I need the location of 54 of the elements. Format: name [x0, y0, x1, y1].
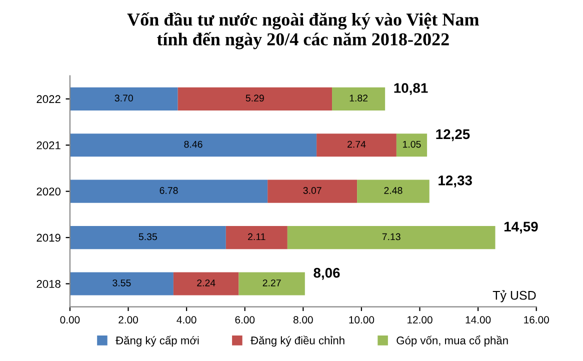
total-label: 12,25	[436, 129, 470, 142]
bar	[70, 272, 174, 296]
legend-label: Góp vốn, mua cổ phần	[396, 335, 508, 347]
x-tick-label: 14.00	[466, 316, 491, 324]
y-tick-label: 2020	[36, 188, 60, 196]
y-tick-label: 2018	[36, 280, 60, 288]
chart-title: Vốn đầu tư nước ngoài đăng ký vào Việt Nam tính đến ngày 20/4 các năm 2018-2022	[127, 12, 479, 50]
bar	[70, 226, 226, 250]
legend-label: Đăng ký điều chỉnh	[250, 336, 344, 347]
text: 2.27	[262, 279, 281, 286]
bar	[357, 180, 430, 203]
total-label: 12,33	[438, 176, 472, 188]
text: 5.29	[246, 94, 264, 102]
bar	[268, 180, 358, 203]
bar	[70, 180, 268, 203]
x-tick-label: 0.00	[60, 316, 80, 324]
total-label: 10,81	[394, 83, 428, 95]
x-tick-label: 6.00	[235, 316, 255, 324]
bar	[226, 226, 288, 250]
bar	[178, 87, 332, 110]
text: 7.13	[382, 233, 400, 240]
bar	[173, 272, 239, 296]
x-tick-label: 16.00	[524, 316, 549, 324]
text: 1.82	[350, 94, 368, 102]
text: 3.55	[112, 279, 131, 286]
text: 2.11	[248, 233, 266, 240]
text: 5.35	[138, 233, 157, 240]
y-tick-label: 2022	[36, 95, 60, 104]
y-tick-label: 2021	[36, 141, 60, 150]
total-label: 14,59	[504, 222, 538, 234]
text: 2.24	[197, 279, 216, 286]
x-tick-label: 4.00	[176, 316, 196, 324]
x-tick-label: 12.00	[408, 316, 432, 324]
annotation: Tỷ USD	[492, 290, 536, 302]
y-tick-label: 2019	[36, 234, 60, 242]
x-tick-label: 10.00	[349, 316, 374, 324]
text: 2.74	[348, 140, 366, 148]
x-tick-label: 2.00	[118, 316, 138, 324]
bar	[238, 272, 305, 296]
bar	[70, 134, 317, 157]
text: 3.07	[303, 187, 322, 194]
x-tick-label: 8.00	[293, 316, 313, 324]
text: 3.70	[114, 94, 133, 102]
legend-label: Đăng ký cấp mới	[116, 336, 199, 347]
bar	[332, 87, 386, 110]
text: 1.05	[403, 140, 421, 148]
text: 8.46	[184, 140, 202, 148]
bar	[70, 87, 178, 110]
bar	[396, 134, 428, 157]
bar	[316, 134, 396, 157]
total-label: 8,06	[314, 268, 340, 280]
bar	[287, 226, 496, 250]
text: 6.78	[160, 187, 178, 194]
text: 2.48	[384, 187, 402, 194]
